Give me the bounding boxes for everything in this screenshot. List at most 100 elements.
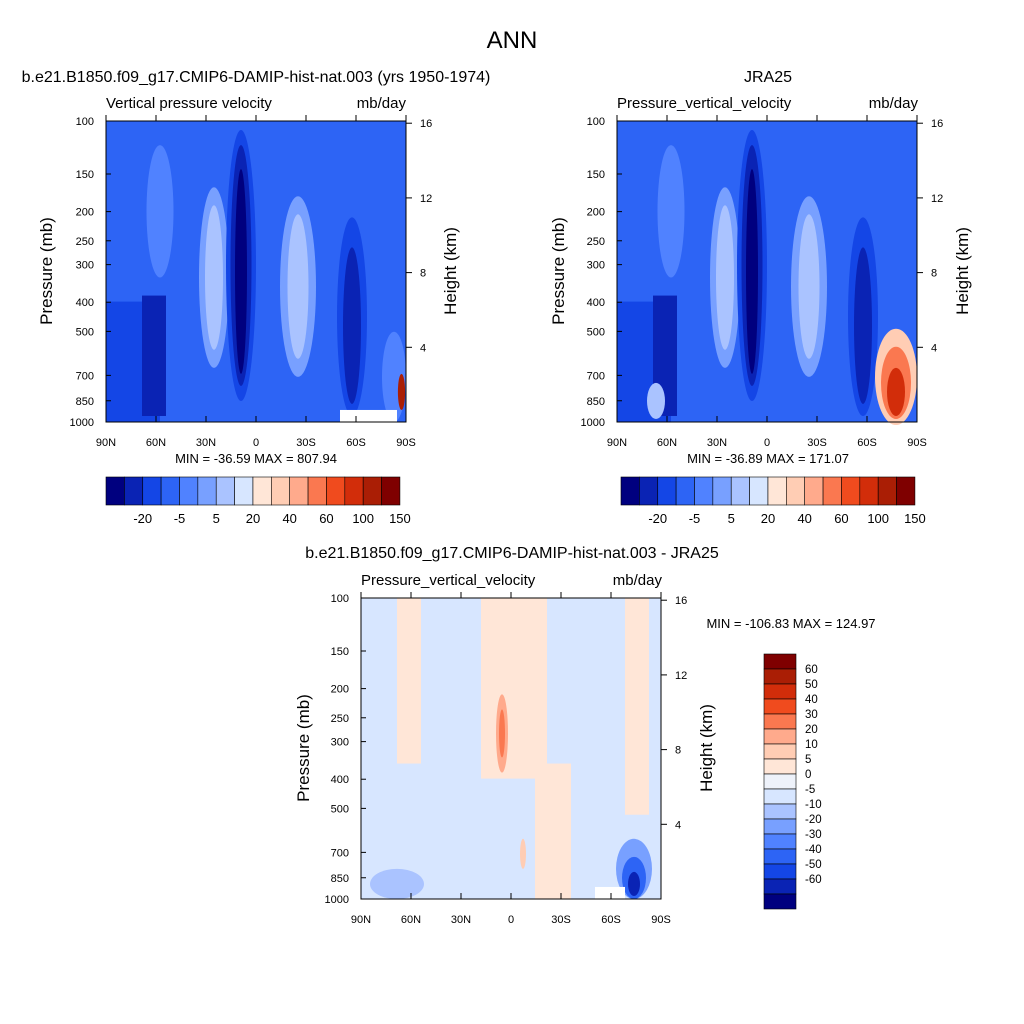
panel-model-plot-area: 100 150 200 250 300 400 500 700 850 1000 16 12 8 4 90N… [70,115,432,449]
panel-model-colorbar-swatch [289,476,309,506]
panel-obs-ytick-label-1000: 1000 [581,417,605,429]
panel-diff-xtick-label-60S: 60S [601,914,621,926]
panel-obs-colorbar-label-150: 150 [904,511,926,526]
panel-model-itcz-core [235,169,247,374]
panel-obs-ytick-label-400: 400 [587,297,605,309]
panel-obs-colorbar-swatch [694,476,714,506]
panel-model-colorbar-swatch [215,476,235,506]
panel-model-y2label: Height (km) [441,227,460,315]
panel-diff-ytick-label-300: 300 [331,737,349,749]
panel-obs-colorbar-label-5: 5 [728,511,735,526]
panel-diff-colorbar-label--50: -50 [805,859,822,871]
panel-model-subtrop-n-descent-inner [205,205,223,350]
panel-obs-colorbar-swatch [767,476,787,506]
panel-diff-colorbar-swatch [763,863,797,880]
panel-diff-xtick-label-60N: 60N [401,914,421,926]
panel-model-colorbar-swatch [271,476,290,506]
panel-diff-colorbar-swatch [763,728,797,745]
panel-obs-ytick-label-500: 500 [587,326,605,338]
panel-model: b.e21.B1850.f09_g17.CMIP6-DAMIP-hist-nat… [22,69,491,526]
panel-model-colorbar-label-5: 5 [213,511,220,526]
panel-obs-colorbar-swatch [804,476,824,506]
panel-model-variable: Vertical pressure velocity [106,95,272,112]
panel-obs-colorbar-swatch [841,476,861,506]
panel-model-colorbar-label-60: 60 [319,511,333,526]
panel-obs-colorbar-label--5: -5 [689,511,701,526]
panel-diff-colorbar-swatch [763,668,797,685]
panel-model-colorbar-swatch [197,476,217,506]
panel-diff-colorbar-label-10: 10 [805,739,818,751]
panel-diff-colorbar-label-0: 0 [805,769,811,781]
panel-model-colorbar-swatch [381,476,401,506]
panel-model-colorbar-swatch [326,476,346,506]
panel-obs-xtick-label-90S: 90S [907,437,927,449]
panel-diff-colorbar-swatch [763,743,797,760]
panel-diff-band-s80 [625,598,649,815]
panel-diff-band-s30 [535,763,571,899]
panel-model-sh-ascent-core [343,247,361,404]
panel-model-colorbar-swatch [307,476,327,506]
panel-obs-xtick-label-30S: 30S [807,437,827,449]
panel-model-xtick-label-60S: 60S [346,437,366,449]
panel-diff-xtick-label-0: 0 [508,914,514,926]
panel-diff-xtick-label-90S: 90S [651,914,671,926]
panel-model-xtick-label-30N: 30N [196,437,216,449]
panel-diff-plot-area: 100 150 200 250 300 400 500 700 850 1000 16 12 8 4 90N… [325,592,687,926]
panel-obs-colorbar-swatch [639,476,659,506]
panel-diff-y2tick-label-8: 8 [675,745,681,757]
panel-model-ytick-label-100: 100 [76,116,94,128]
panel-diff-colorbar-swatch [763,653,797,670]
panel-obs-ytick-label-300: 300 [587,260,605,272]
panel-obs-plot-area: 100 150 200 250 300 400 500 700 850 1000 16 12 8 4 90N… [581,115,943,449]
panel-diff-colorbar-swatch [763,698,797,715]
panel-obs-subtrop-s-descent-inner [798,214,820,359]
panel-model-y2tick-label-16: 16 [420,118,432,130]
panel-obs-colorbar: -20 -5 5 20 40 60 100 150 [620,476,926,526]
panel-obs: JRA25 Pressure_vertical_velocity mb/day … [549,69,972,526]
panel-diff-colorbar-swatch [763,848,797,865]
panel-diff-colorbar-swatch [763,818,797,835]
panel-obs-colorbar-label-20: 20 [761,511,775,526]
panel-obs-xtick-label-90N: 90N [607,437,627,449]
panel-model-colorbar-swatch [179,476,199,506]
figure-title: ANN [487,27,538,54]
panel-model-ylabel: Pressure (mb) [37,217,56,325]
panel-model-colorbar-label--20: -20 [133,511,152,526]
panel-diff-tropical-anomaly-core [499,709,505,758]
panel-obs-colorbar-swatch [730,476,750,506]
panel-diff-ytick-label-1000: 1000 [325,894,349,906]
panel-diff-xtick-label-30S: 30S [551,914,571,926]
panel-obs-xtick-label-0: 0 [764,437,770,449]
panel-obs-colorbar-swatch [712,476,732,506]
panel-model-nh-descent [146,145,174,278]
panel-obs-colorbar-label-40: 40 [797,511,811,526]
panel-diff-colorbar-swatch [763,713,797,730]
panel-diff-colorbar-label--30: -30 [805,829,822,841]
panel-diff-colorbar-label-40: 40 [805,694,818,706]
panel-model-nh-lower-core [142,295,166,416]
panel-obs-colorbar-swatch [675,476,695,506]
panel-diff-ylabel: Pressure (mb) [294,694,313,802]
panel-diff-ytick-label-700: 700 [331,847,349,859]
panel-obs-nh-descent [657,145,685,278]
panel-obs-ylabel: Pressure (mb) [549,217,568,325]
panel-obs-ytick-label-200: 200 [587,207,605,219]
panel-obs-colorbar-swatch [859,476,879,506]
panel-diff-band-n60 [397,598,421,764]
panel-diff-colorbar-label--60: -60 [805,874,822,886]
panel-obs-subtrop-n-descent-inner [716,205,734,350]
panel-model-xtick-label-90S: 90S [396,437,416,449]
panel-model-colorbar-swatch [142,476,162,506]
panel-model-ytick-label-200: 200 [76,207,94,219]
panel-model-ytick-label-250: 250 [76,236,94,248]
panel-obs-title: JRA25 [744,69,792,86]
panel-diff-y2tick-label-16: 16 [675,595,687,607]
panel-model-stats: MIN = -36.59 MAX = 807.94 [175,451,337,466]
panel-model-missing-mask [340,409,397,422]
panel-model-colorbar-label-100: 100 [352,511,374,526]
panel-obs-colorbar-label-60: 60 [834,511,848,526]
panel-model-xtick-label-60N: 60N [146,437,166,449]
panel-model-ytick-label-700: 700 [76,370,94,382]
